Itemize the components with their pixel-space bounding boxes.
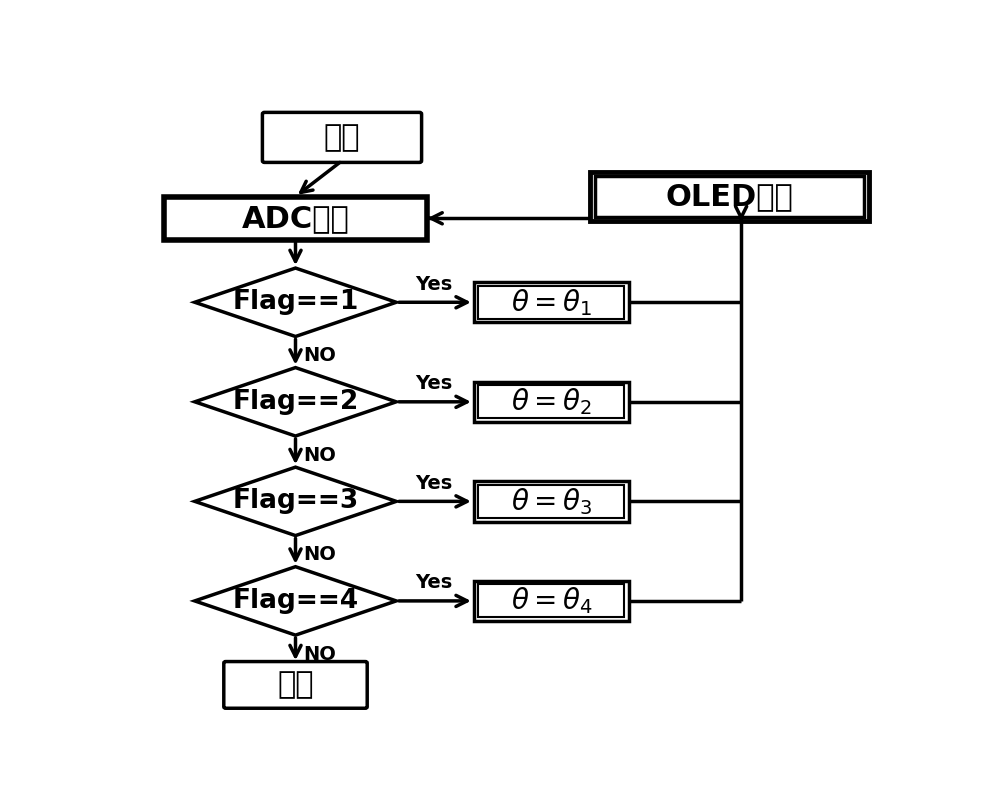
Text: Yes: Yes [416, 474, 453, 493]
Text: NO: NO [303, 545, 336, 565]
Bar [474, 381, 629, 422]
Bar [478, 385, 624, 419]
Bar [478, 485, 624, 518]
Text: 结束: 结束 [277, 671, 314, 700]
Text: $\theta = \theta_{4}$: $\theta = \theta_{4}$ [511, 586, 592, 617]
Text: $\theta = \theta_{2}$: $\theta = \theta_{2}$ [511, 386, 591, 417]
Bar [595, 176, 864, 217]
Text: Flag==1: Flag==1 [232, 289, 359, 315]
Text: $\theta = \theta_{1}$: $\theta = \theta_{1}$ [511, 287, 592, 318]
Text: $\theta = \theta_{3}$: $\theta = \theta_{3}$ [511, 486, 592, 517]
Bar [474, 581, 629, 621]
FancyBboxPatch shape [224, 662, 367, 709]
Text: ADC采集: ADC采集 [242, 204, 349, 233]
Text: NO: NO [303, 347, 336, 365]
Bar [474, 282, 629, 322]
Polygon shape [195, 268, 396, 336]
Text: Flag==3: Flag==3 [232, 488, 359, 515]
Polygon shape [195, 566, 396, 635]
Polygon shape [195, 368, 396, 436]
Polygon shape [195, 467, 396, 536]
Text: Flag==2: Flag==2 [232, 389, 359, 415]
Bar [590, 171, 869, 221]
Text: Flag==4: Flag==4 [232, 588, 359, 614]
Text: Yes: Yes [416, 275, 453, 294]
Text: 开始: 开始 [324, 123, 360, 152]
Text: OLED显示: OLED显示 [666, 182, 793, 211]
Bar [478, 286, 624, 319]
Text: NO: NO [303, 446, 336, 465]
FancyBboxPatch shape [262, 112, 422, 162]
Bar [478, 584, 624, 617]
Bar [474, 481, 629, 522]
Bar [164, 196, 427, 240]
Text: Yes: Yes [416, 574, 453, 592]
Text: Yes: Yes [416, 374, 453, 393]
Text: NO: NO [303, 645, 336, 664]
